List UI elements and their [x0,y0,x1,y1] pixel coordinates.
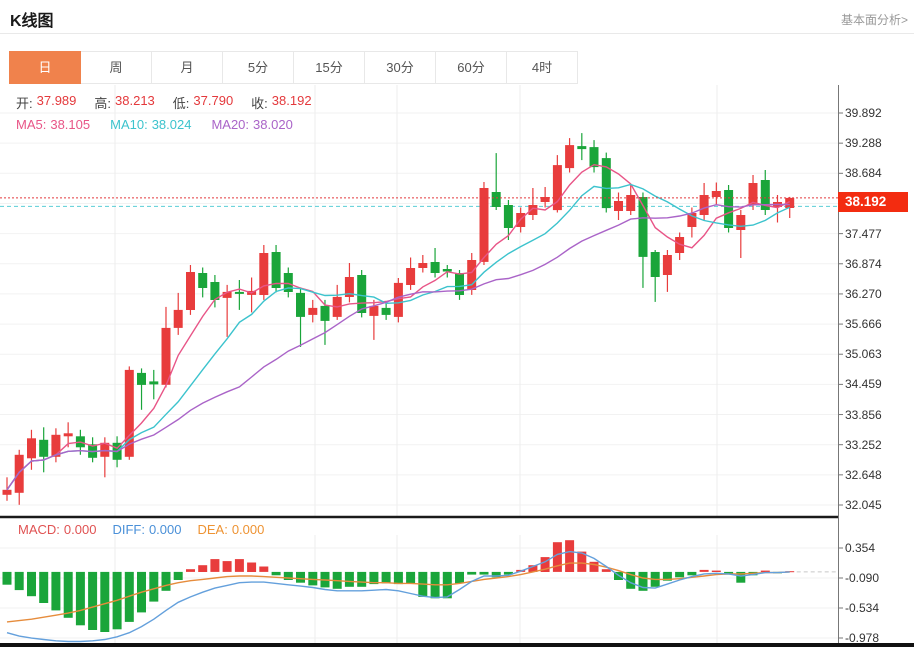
axis-label-macd: -0.090 [845,571,880,585]
macd-histogram [2,540,795,632]
tab-15min[interactable]: 15分 [294,51,365,84]
axis-label-price: 35.666 [845,317,882,332]
candlestick-series [2,133,795,505]
axis-label-price: 34.459 [845,377,882,392]
y-axis [838,85,843,643]
ma-legend-ma5: MA5: 38.105 [16,117,91,132]
bottom-border [0,643,914,647]
tab-4hour[interactable]: 4时 [507,51,578,84]
macd-legend-dea: DEA: 0.000 [197,522,265,537]
page-title: K线图 [10,13,54,30]
interval-tabs: 日周月 5分 15分 30分 60分 4时 [9,51,578,84]
macd-legend-macd: MACD: 0.000 [18,522,97,537]
tab-30min[interactable]: 30分 [365,51,436,84]
current-price-tag: 38.192 [838,192,908,212]
macd-legend: MACD: 0.000 DIFF: 0.000 DEA: 0.000 [18,522,264,537]
ma20-line [6,203,790,491]
axis-label-price: 37.477 [845,226,882,241]
ohlc-legend-high: 高: 38.213 [94,93,155,111]
tab-day[interactable]: 日 [9,51,81,84]
gridlines [0,85,838,643]
header-divider [0,33,914,34]
diff-line [6,550,790,643]
axis-label-price: 38.684 [845,166,882,181]
ma-legend: MA5: 38.105 MA10: 38.024 MA20: 38.020 [16,117,293,132]
dea-line [6,562,790,623]
axis-label-price: 36.874 [845,256,882,271]
axis-label-macd: 0.354 [845,541,876,555]
axis-label-price: 32.045 [845,498,882,512]
ohlc-legend-close: 收: 38.192 [251,93,312,111]
tab-month[interactable]: 月 [152,51,223,84]
macd-legend-diff: DIFF: 0.000 [112,522,182,537]
fundamental-analysis-link[interactable]: 基本面分析> [840,13,908,27]
axis-label-price: 36.270 [845,286,882,301]
ohlc-legend-low: 低: 37.790 [172,93,234,111]
tab-5min[interactable]: 5分 [223,51,294,84]
ma5-line [6,163,791,491]
axis-label-price: 35.063 [845,347,882,362]
tab-60min[interactable]: 60分 [436,51,507,84]
axis-label-price: 33.252 [845,437,882,452]
axis-label-price: 39.288 [845,136,882,151]
ma-legend-ma20: MA20: 38.020 [211,117,293,132]
ohlc-legend-open: 开: 37.989 [16,93,77,111]
axis-label-price: 33.856 [845,407,882,422]
axis-label-price: 32.648 [845,467,882,482]
current-price-value: 38.192 [845,194,887,209]
axis-label-macd: -0.534 [845,601,880,615]
ma-legend-ma10: MA10: 38.024 [110,117,192,132]
ma10-line [6,183,790,491]
axis-label-price: 39.892 [845,106,882,120]
axis-label-macd: -0.978 [845,631,880,645]
ohlc-legend: 开: 37.989 高: 38.213 低: 37.790 收: 38.192 [16,93,312,112]
tab-week[interactable]: 周 [81,51,152,84]
